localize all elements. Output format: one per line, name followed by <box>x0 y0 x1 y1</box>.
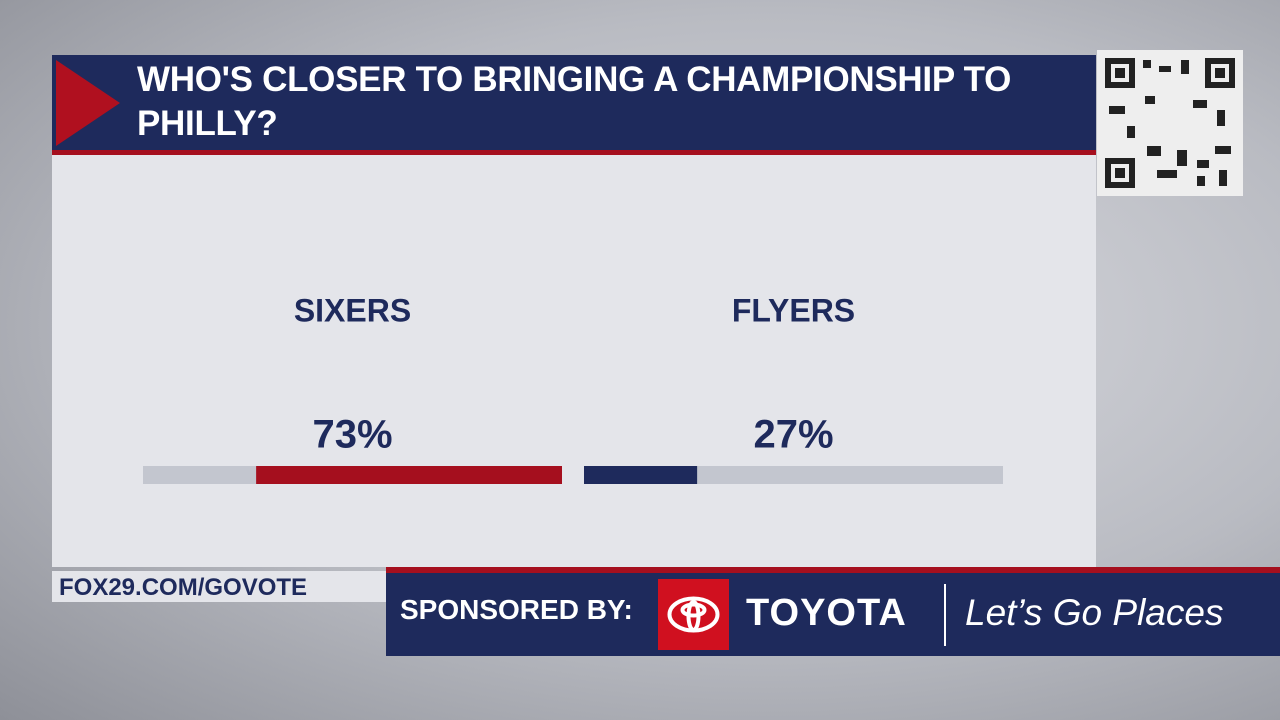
panel <box>52 155 1096 567</box>
value-label: 27% <box>753 413 833 457</box>
bar <box>256 466 562 484</box>
title: WHO'S CLOSER TO BRINGING A CHAMPIONSHIP … <box>137 60 1012 143</box>
url: FOX29.COM/GOVOTE <box>52 571 386 602</box>
value-label: 73% <box>312 413 392 457</box>
sponsor-rule <box>386 567 1280 573</box>
header-band <box>52 55 1096 151</box>
sponsor-band <box>386 573 1280 656</box>
qr-code <box>1097 50 1243 196</box>
category-label: FLYERS <box>732 292 855 328</box>
header-rule <box>52 150 1096 155</box>
sponsor-label: SPONSORED BY: <box>400 594 633 625</box>
header-arrow <box>56 60 120 146</box>
slogan: Let’s Go Places <box>965 592 1224 633</box>
divider <box>944 584 946 646</box>
bar <box>584 466 698 484</box>
category-label: SIXERS <box>294 292 411 328</box>
toyota-logo <box>658 579 729 650</box>
sponsor: TOYOTA <box>746 592 907 634</box>
